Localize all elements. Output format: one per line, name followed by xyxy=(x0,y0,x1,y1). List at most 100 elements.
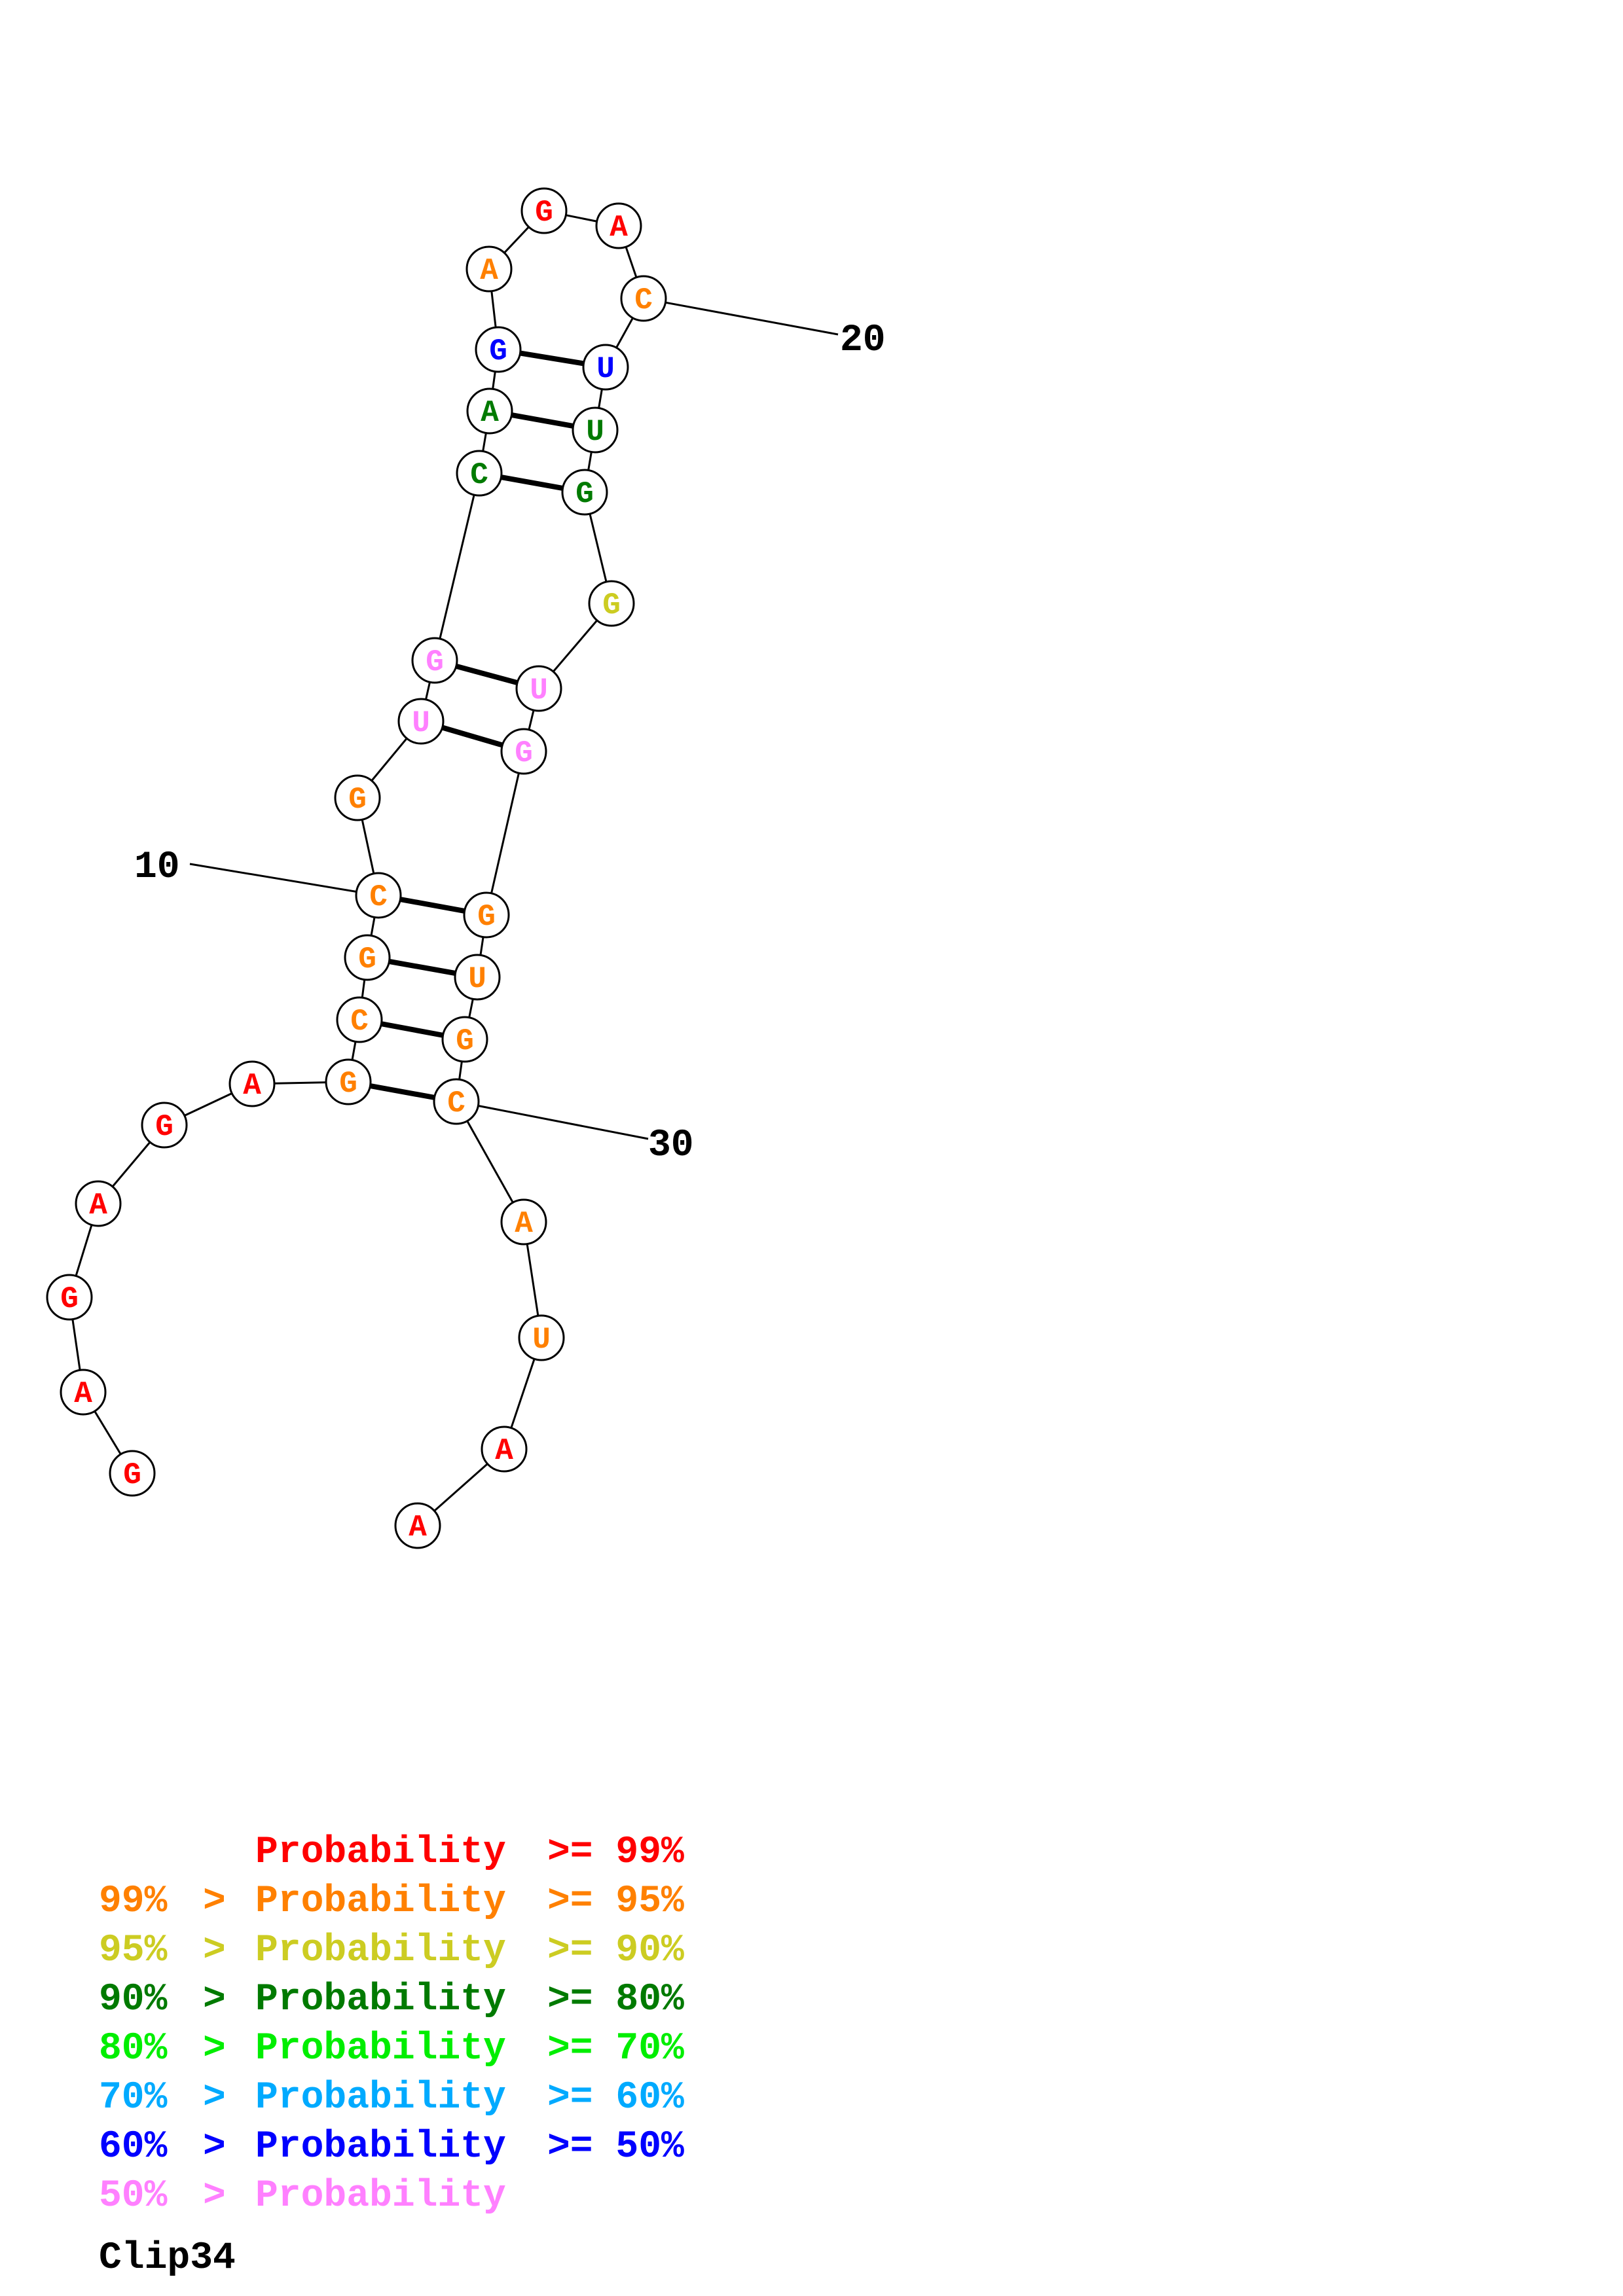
structure-name: Clip34 xyxy=(99,2237,236,2280)
nucleotide-circle xyxy=(60,1369,107,1416)
position-numbers: 10 20 30 xyxy=(134,319,886,1167)
nucleotide-letter: C xyxy=(369,880,388,914)
nucleotide-letter: A xyxy=(243,1069,261,1103)
nucleotide-9: G xyxy=(344,934,391,981)
legend-row-4: 90% > Probability >= 80% xyxy=(99,1979,684,2021)
nucleotide-circle xyxy=(433,1078,480,1125)
legend-op: >= 80% xyxy=(547,1979,684,2021)
probability-legend: Probability >= 99% 99% > Probability >= 95% 95… xyxy=(99,1831,684,2217)
nucleotide-letter: U xyxy=(532,1323,551,1357)
backbone-segment xyxy=(433,473,481,661)
legend-label: Probability xyxy=(255,1929,506,1972)
nucleotide-letter: C xyxy=(634,283,653,317)
nucleotide-letter: U xyxy=(596,352,615,386)
legend-gt: > xyxy=(203,2028,226,2070)
tick-line-30 xyxy=(456,1100,649,1140)
nucleotide-11: G xyxy=(334,774,381,821)
legend-label: Probability xyxy=(255,1831,506,1874)
legend-row-1: Probability >= 99% xyxy=(255,1831,684,1874)
legend-row-8: 50% > Probability xyxy=(99,2175,506,2217)
nucleotide-letter: G xyxy=(515,736,533,770)
nucleotide-circle xyxy=(466,387,513,435)
nucleotide-10: C xyxy=(355,872,402,919)
nucleotide-circle xyxy=(520,187,568,234)
nucleotide-circle xyxy=(394,1502,441,1549)
nucleotide-circle xyxy=(588,580,635,627)
nucleotide-letter: C xyxy=(470,458,488,492)
legend-label: Probability xyxy=(255,2077,506,2119)
legend-prefix: 80% xyxy=(99,2028,168,2070)
nucleotide-circle xyxy=(228,1060,276,1107)
legend-label: Probability xyxy=(255,1880,506,1923)
nucleotide-circle xyxy=(334,774,381,821)
nucleotide-letter: G xyxy=(358,942,376,977)
nucleotide-letter: G xyxy=(155,1110,173,1144)
nucleotide-circle xyxy=(500,728,547,775)
nucleotide-17: A xyxy=(465,245,513,293)
legend-gt: > xyxy=(203,2175,226,2217)
legend-op: >= 60% xyxy=(547,2077,684,2119)
nucleotide-circle xyxy=(441,1016,488,1063)
nucleotide-circle xyxy=(463,891,510,939)
legend-prefix: 60% xyxy=(99,2126,168,2168)
nucleotide-circle xyxy=(46,1274,93,1321)
legend-row-3: 95% > Probability >= 90% xyxy=(99,1929,684,1972)
nucleotide-letter: U xyxy=(530,673,548,708)
nucleotide-letter: A xyxy=(515,1207,533,1241)
nucleotide-letter: A xyxy=(409,1511,427,1545)
legend-label: Probability xyxy=(255,1979,506,2021)
nucleotide-circle xyxy=(141,1102,188,1149)
nucleotide-letter: G xyxy=(426,645,444,679)
nucleotide-circle xyxy=(620,275,667,322)
nucleotide-26: G xyxy=(500,728,547,775)
nucleotide-letter: G xyxy=(456,1024,474,1058)
legend-label: Probability xyxy=(255,2175,506,2217)
nucleotide-circle xyxy=(572,406,619,454)
legend-prefix: 90% xyxy=(99,1979,168,2021)
legend-label: Probability xyxy=(255,2126,506,2168)
nucleotide-3: G xyxy=(46,1274,93,1321)
nucleotide-29: G xyxy=(441,1016,488,1063)
legend-op: >= 50% xyxy=(547,2126,684,2168)
nucleotide-16: G xyxy=(475,326,522,373)
nucleotide-18: G xyxy=(520,187,568,234)
nucleotide-circle xyxy=(515,665,562,712)
nucleotide-circle xyxy=(561,469,608,516)
tick-line-10 xyxy=(189,863,379,897)
nucleotide-20: C xyxy=(620,275,667,322)
nucleotide-letter: G xyxy=(489,334,507,368)
nucleotide-12: U xyxy=(397,698,445,745)
nucleotide-letter: C xyxy=(447,1086,465,1121)
nucleotide-letter: G xyxy=(575,477,594,511)
nucleotide-letter: G xyxy=(339,1067,357,1101)
nucleotide-letter: A xyxy=(74,1377,92,1411)
position-number-30: 30 xyxy=(648,1124,694,1167)
legend-gt: > xyxy=(203,1979,226,2021)
nucleotide-34: A xyxy=(394,1502,441,1549)
nucleotide-21: U xyxy=(582,344,629,391)
legend-label: Probability xyxy=(255,2028,506,2070)
nucleotide-27: G xyxy=(463,891,510,939)
nucleotide-19: A xyxy=(595,202,642,249)
nucleotide-24: G xyxy=(588,580,635,627)
nucleotide-circle xyxy=(465,245,513,293)
nucleotide-22: U xyxy=(572,406,619,454)
position-number-10: 10 xyxy=(134,846,180,889)
nucleotide-33: A xyxy=(481,1426,528,1473)
legend-prefix: 50% xyxy=(99,2175,168,2217)
nucleotide-circle xyxy=(481,1426,528,1473)
nucleotide-28: U xyxy=(454,954,501,1001)
legend-gt: > xyxy=(203,1929,226,1972)
nucleotide-circle xyxy=(75,1180,122,1227)
nucleotide-6: A xyxy=(228,1060,276,1107)
legend-gt: > xyxy=(203,2077,226,2119)
nucleotide-8: C xyxy=(336,996,383,1043)
legend-prefix: 99% xyxy=(99,1880,168,1923)
legend-op: >= 90% xyxy=(547,1929,684,1972)
nucleotide-25: U xyxy=(515,665,562,712)
nucleotide-15: A xyxy=(466,387,513,435)
nucleotide-31: A xyxy=(500,1198,547,1246)
nucleotide-13: G xyxy=(411,637,458,684)
legend-row-5: 80% > Probability >= 70% xyxy=(99,2028,684,2070)
nucleotide-circle xyxy=(475,326,522,373)
